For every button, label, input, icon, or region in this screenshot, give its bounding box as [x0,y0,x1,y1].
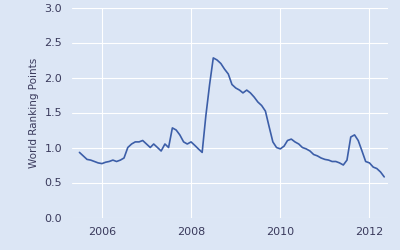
Y-axis label: World Ranking Points: World Ranking Points [29,58,39,168]
